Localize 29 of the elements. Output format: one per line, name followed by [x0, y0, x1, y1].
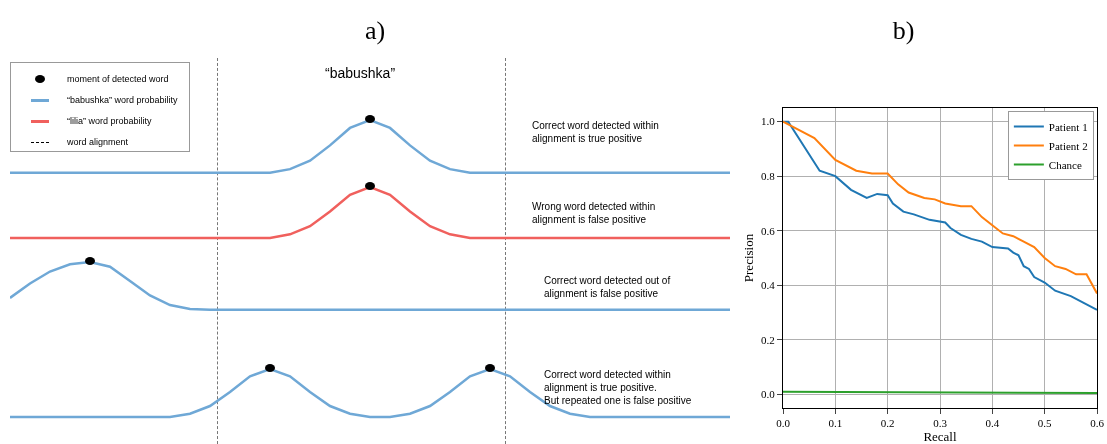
legend-label: Patient 1 [1048, 120, 1088, 133]
y-tick-label: 0.2 [761, 333, 775, 346]
y-tick-label: 0.4 [761, 279, 776, 292]
legend-label: Chance [1048, 158, 1082, 171]
chart-title: b) [892, 16, 915, 46]
text: moment of detected word [67, 73, 169, 85]
chart-title: a) [364, 16, 386, 46]
x-tick-label: 0.5 [1037, 417, 1053, 430]
y-tick-label: 0.0 [761, 388, 776, 401]
annotation: Wrong word detected within alignment is false positive [532, 201, 656, 225]
annotation: word alignment [67, 136, 129, 148]
annotation: Correct word detected out of alignment is false positive [544, 275, 671, 299]
legend-label: “babushka” word probability [67, 94, 178, 106]
annotation: Correct word detected within alignment is true positive. But repeated one is false positive [544, 369, 692, 406]
y-tick-label: 1.0 [761, 115, 776, 128]
x-tick-label: 0.4 [985, 417, 1000, 430]
y-tick-label: 0.8 [761, 170, 776, 183]
legend-label: “lilia” word probability [67, 115, 152, 127]
annotation: Correct word detected within alignment is true positive [532, 120, 659, 144]
x-tick-label: 0.3 [933, 417, 948, 430]
x-tick-label: 0.1 [828, 417, 843, 430]
x-tick-label: 0.0 [776, 417, 791, 430]
x-tick-label: 0.6 [1090, 417, 1105, 430]
x-tick-label: 0.2 [880, 417, 895, 430]
legend-label: Patient 2 [1048, 139, 1088, 152]
text: “babushka” [325, 65, 396, 81]
x-axis-title: Recall [923, 429, 957, 444]
y-tick-label: 0.6 [761, 224, 776, 237]
y-axis-title: Precision [741, 233, 756, 283]
